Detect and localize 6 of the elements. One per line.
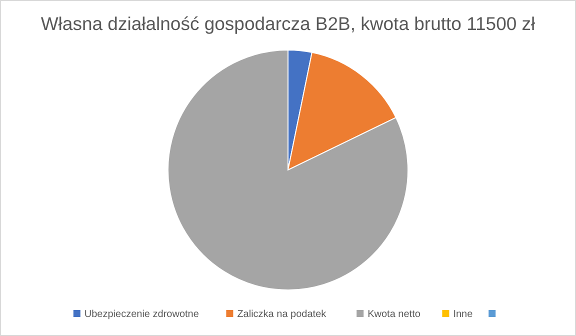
chart-title: Własna działalność gospodarcza B2B, kwota brutto 11500 zł: [40, 13, 536, 34]
legend-label: Ubezpieczenie zdrowotne: [84, 309, 200, 320]
legend-label: Kwota netto: [368, 309, 421, 320]
legend-label: Zaliczka na podatek: [237, 309, 328, 320]
pie-slice: [168, 50, 408, 290]
legend-label: Inne: [453, 309, 474, 320]
